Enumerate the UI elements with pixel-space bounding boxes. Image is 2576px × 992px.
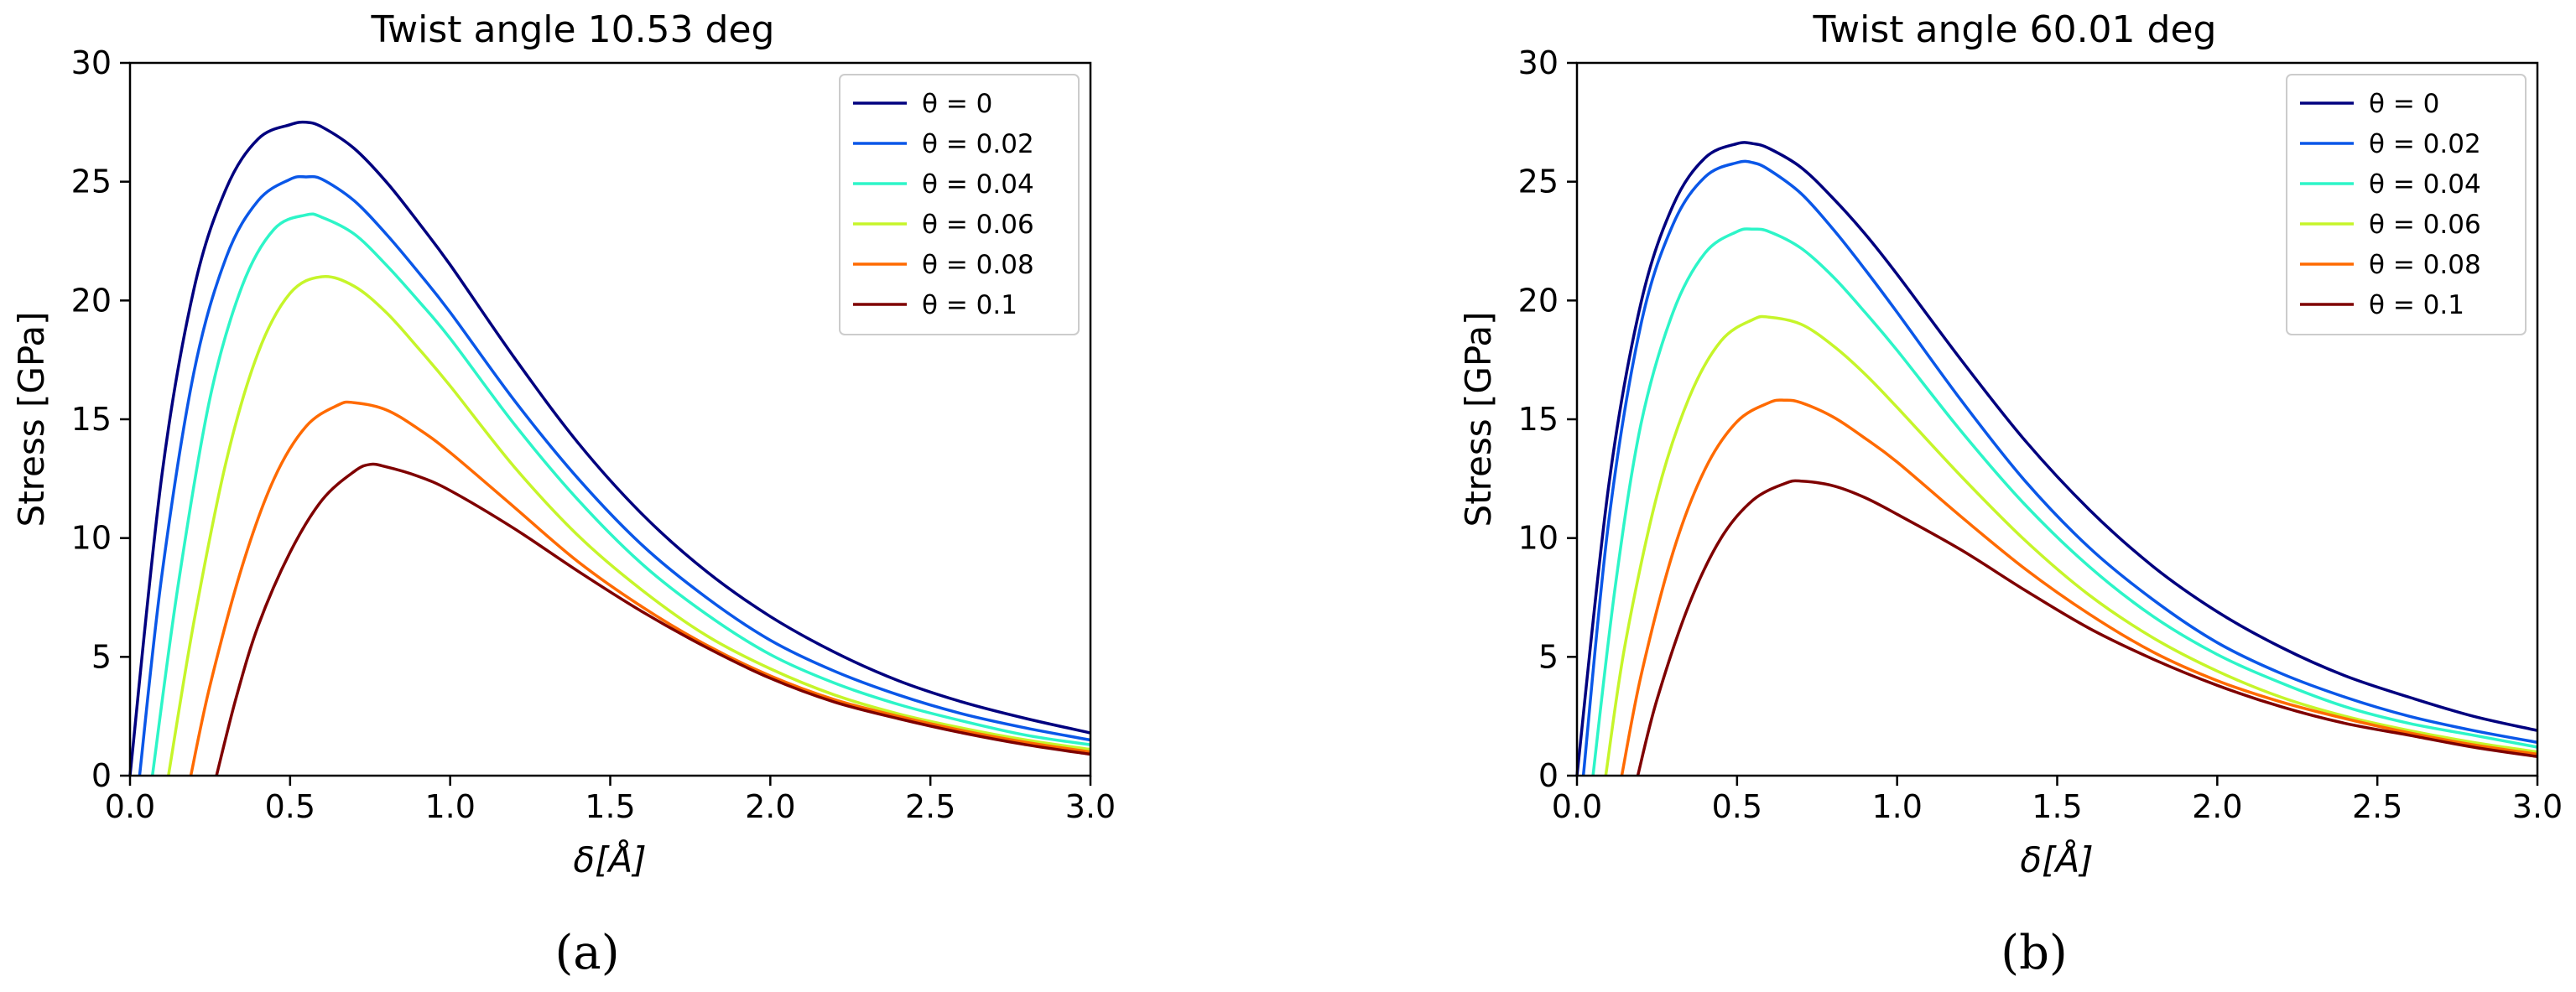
y-tick-label: 25 [71, 164, 112, 200]
x-tick-label: 1.0 [424, 788, 475, 825]
series-line-5 [1636, 479, 2538, 776]
series-line-5 [215, 462, 1091, 776]
x-tick-label: 0.5 [265, 788, 315, 825]
series-line-4 [1620, 398, 2538, 776]
series-lines [128, 120, 1091, 776]
y-tick-label: 5 [91, 638, 112, 675]
y-tick-label: 30 [71, 44, 112, 81]
x-tick-label: 1.0 [1871, 788, 1922, 825]
x-tick-label: 0.0 [105, 788, 155, 825]
chart-title: Twist angle 10.53 deg [371, 8, 775, 51]
legend-box [2286, 74, 2527, 335]
legend-label: θ = 0.08 [2369, 250, 2481, 280]
series-line-0 [1575, 141, 2538, 776]
legend-label: θ = 0.06 [922, 210, 1034, 240]
y-tick-label: 30 [1518, 44, 1559, 81]
x-tick-label: 1.5 [585, 788, 635, 825]
legend-label: θ = 0.1 [2369, 290, 2464, 320]
y-tick-label: 10 [1518, 520, 1559, 557]
legend: θ = 0 θ = 0.02 θ = 0.04 θ = 0.06 θ = 0.08 θ =… [2286, 74, 2527, 335]
y-tick-label: 20 [1518, 282, 1559, 319]
series-line-0 [128, 120, 1091, 776]
y-tick-label: 5 [1538, 638, 1559, 675]
series-lines [1575, 141, 2538, 776]
legend-label: θ = 0 [2369, 89, 2439, 119]
legend-label: θ = 0.08 [922, 250, 1034, 280]
legend-box [839, 74, 1080, 335]
legend-label: θ = 0.04 [922, 169, 1034, 200]
chart-panel-a: Twist angle 10.53 deg 0.0 0.5 1.0 1.5 2.0 2.5… [11, 8, 1116, 980]
panel-label-a: (a) [554, 926, 619, 980]
series-line-2 [150, 212, 1091, 776]
panel-label-b: (b) [2001, 926, 2068, 980]
series-line-3 [167, 275, 1091, 776]
series-line-2 [1591, 227, 2538, 776]
legend-label: θ = 0.1 [922, 290, 1017, 320]
axis-ticks: 0.0 0.5 1.0 1.5 2.0 2.5 3.0 0 5 10 15 20 25 30 [71, 44, 1116, 825]
series-line-1 [1581, 159, 2538, 776]
y-tick-label: 0 [91, 757, 112, 794]
y-tick-label: 0 [1538, 757, 1559, 794]
axis-ticks: 0.0 0.5 1.0 1.5 2.0 2.5 3.0 0 5 10 15 20 25 30 [1518, 44, 2563, 825]
y-axis-label: Stress [GPa] [1458, 312, 1499, 527]
x-tick-label: 0.0 [1552, 788, 1602, 825]
x-tick-label: 2.0 [745, 788, 795, 825]
y-tick-label: 20 [71, 282, 112, 319]
series-line-3 [1604, 314, 2538, 776]
legend-label: θ = 0.06 [2369, 210, 2481, 240]
x-tick-label: 2.0 [2192, 788, 2242, 825]
y-tick-label: 10 [71, 520, 112, 557]
x-axis-label: δ[Å] [573, 839, 646, 880]
legend: θ = 0 θ = 0.02 θ = 0.04 θ = 0.06 θ = 0.08 θ =… [839, 74, 1080, 335]
series-line-1 [138, 174, 1091, 776]
legend-label: θ = 0.04 [2369, 169, 2481, 200]
legend-label: θ = 0 [922, 89, 992, 119]
y-axis-label: Stress [GPa] [11, 312, 52, 527]
x-axis-label: δ[Å] [2020, 839, 2093, 880]
legend-label: θ = 0.02 [2369, 129, 2481, 159]
x-tick-label: 1.5 [2032, 788, 2082, 825]
x-tick-label: 2.5 [905, 788, 955, 825]
x-tick-label: 3.0 [1065, 788, 1116, 825]
y-tick-label: 25 [1518, 164, 1559, 200]
y-tick-label: 15 [71, 401, 112, 438]
x-tick-label: 2.5 [2352, 788, 2402, 825]
chart-title: Twist angle 60.01 deg [1813, 8, 2217, 51]
series-line-4 [189, 400, 1091, 776]
y-tick-label: 15 [1518, 401, 1559, 438]
x-tick-label: 3.0 [2512, 788, 2563, 825]
legend-label: θ = 0.02 [922, 129, 1034, 159]
chart-panel-b: Twist angle 60.01 deg 0.0 0.5 1.0 1.5 2.0 2.5… [1458, 8, 2563, 980]
x-tick-label: 0.5 [1712, 788, 1762, 825]
